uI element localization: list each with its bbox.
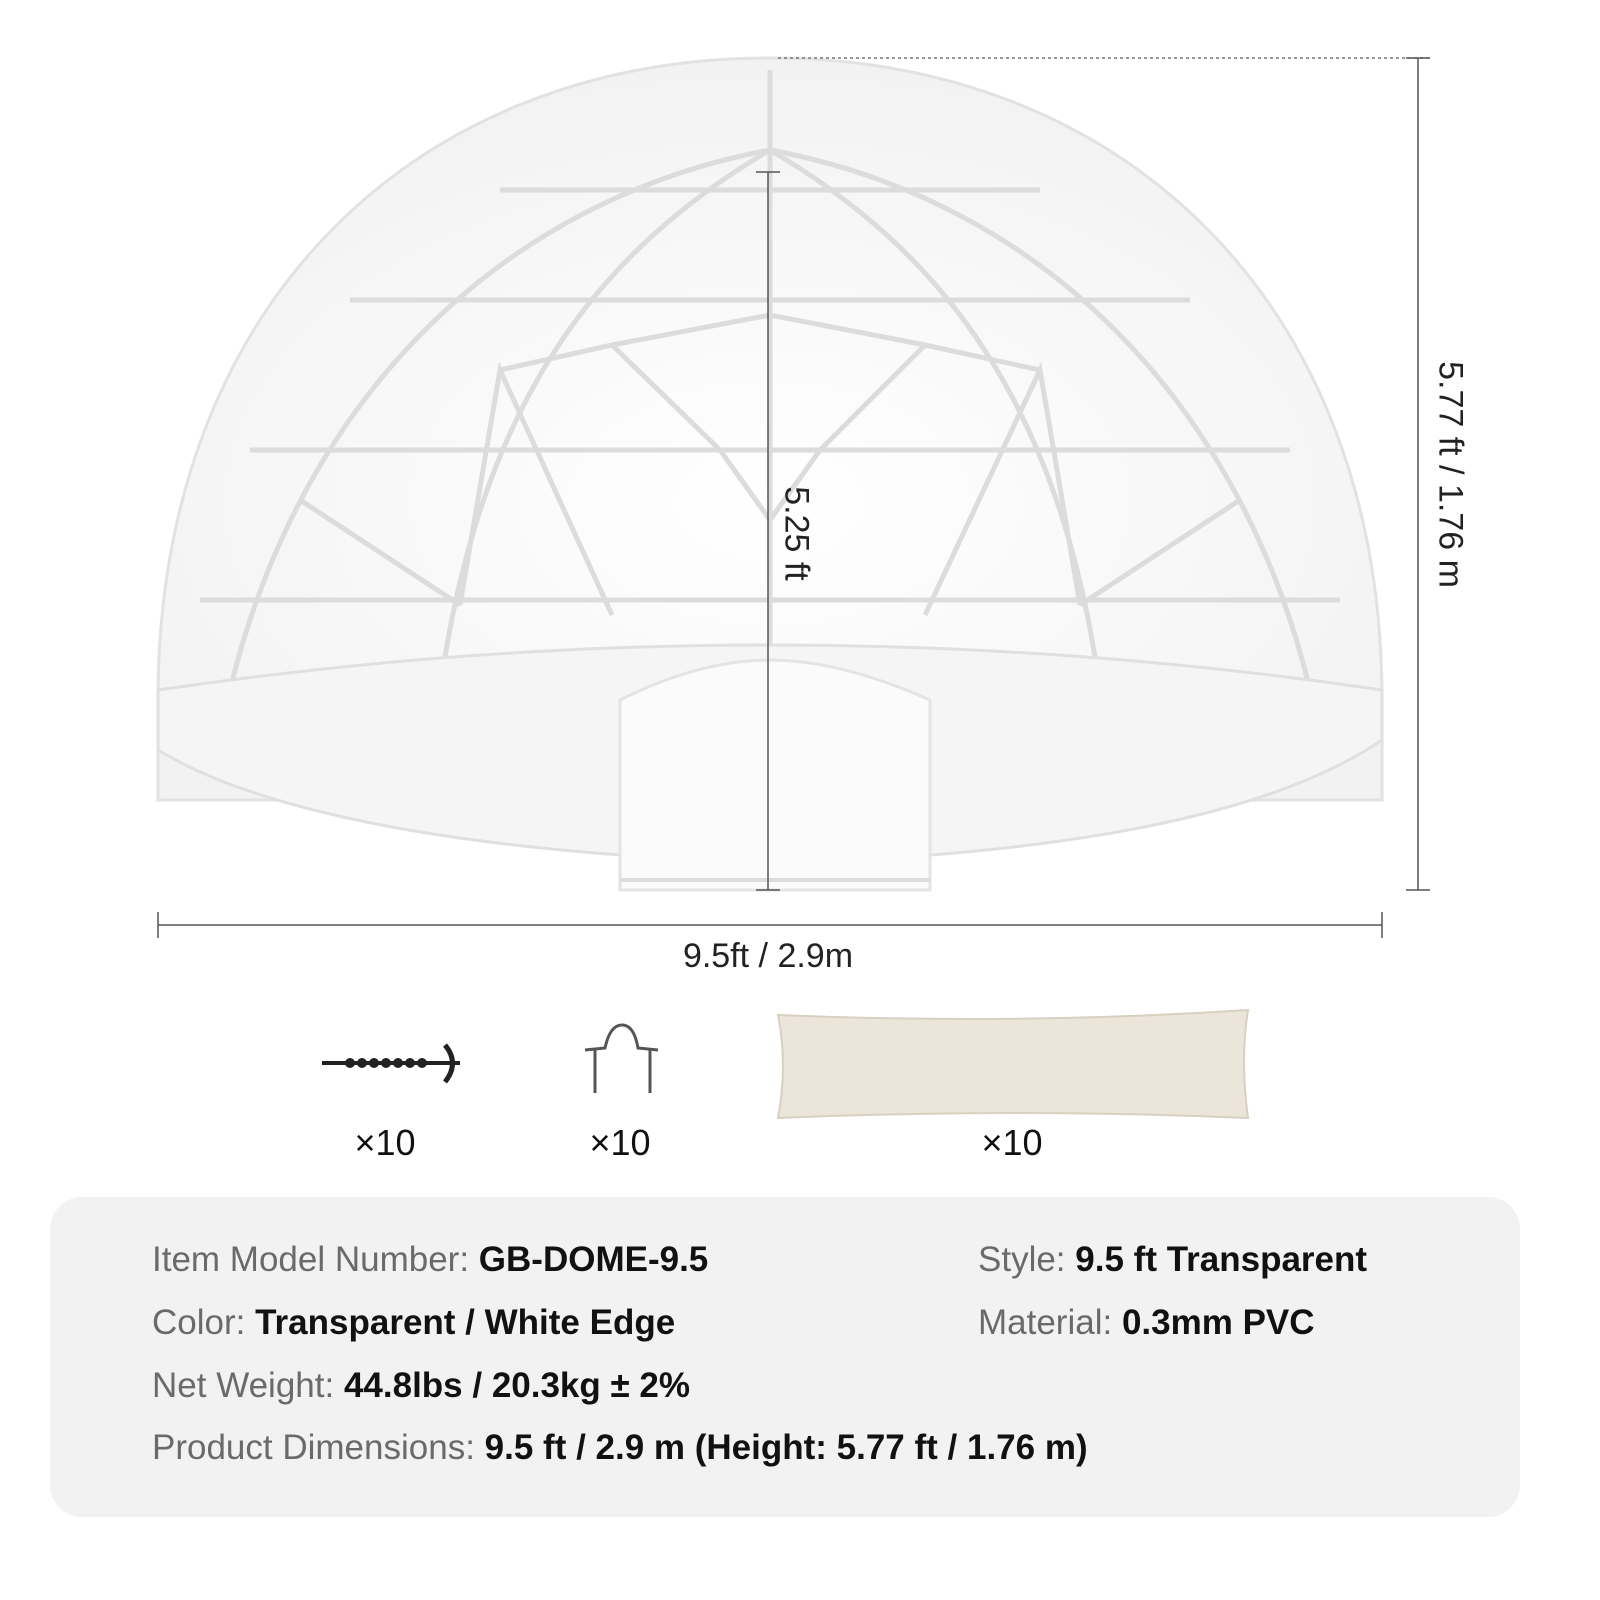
accessories-illustration	[322, 1008, 1250, 1120]
spec-model: Item Model Number: GB-DOME-9.5	[152, 1240, 709, 1279]
spec-dimensions: Product Dimensions: 9.5 ft / 2.9 m (Heig…	[152, 1428, 1088, 1467]
sandbag-icon	[776, 1008, 1250, 1120]
door-opening	[618, 658, 932, 892]
sandbag-quantity: ×10	[981, 1122, 1043, 1163]
door-height-label: 5.25 ft	[777, 486, 816, 581]
ground-screw-icon	[322, 1043, 460, 1084]
u-staple-icon	[584, 1023, 659, 1093]
spec-material: Material: 0.3mm PVC	[978, 1303, 1315, 1342]
spec-style: Style: 9.5 ft Transparent	[978, 1240, 1368, 1279]
screw-quantity: ×10	[354, 1122, 416, 1163]
width-label: 9.5ft / 2.9m	[682, 937, 854, 975]
dome-illustration	[156, 56, 1430, 938]
staple-quantity: ×10	[589, 1122, 651, 1163]
height-label: 5.77 ft / 1.76 m	[1431, 361, 1470, 588]
spec-panel	[50, 1197, 1520, 1517]
spec-color: Color: Transparent / White Edge	[152, 1303, 676, 1342]
geodesic-frame	[200, 70, 1340, 691]
spec-weight: Net Weight: 44.8lbs / 20.3kg ± 2%	[152, 1366, 691, 1405]
